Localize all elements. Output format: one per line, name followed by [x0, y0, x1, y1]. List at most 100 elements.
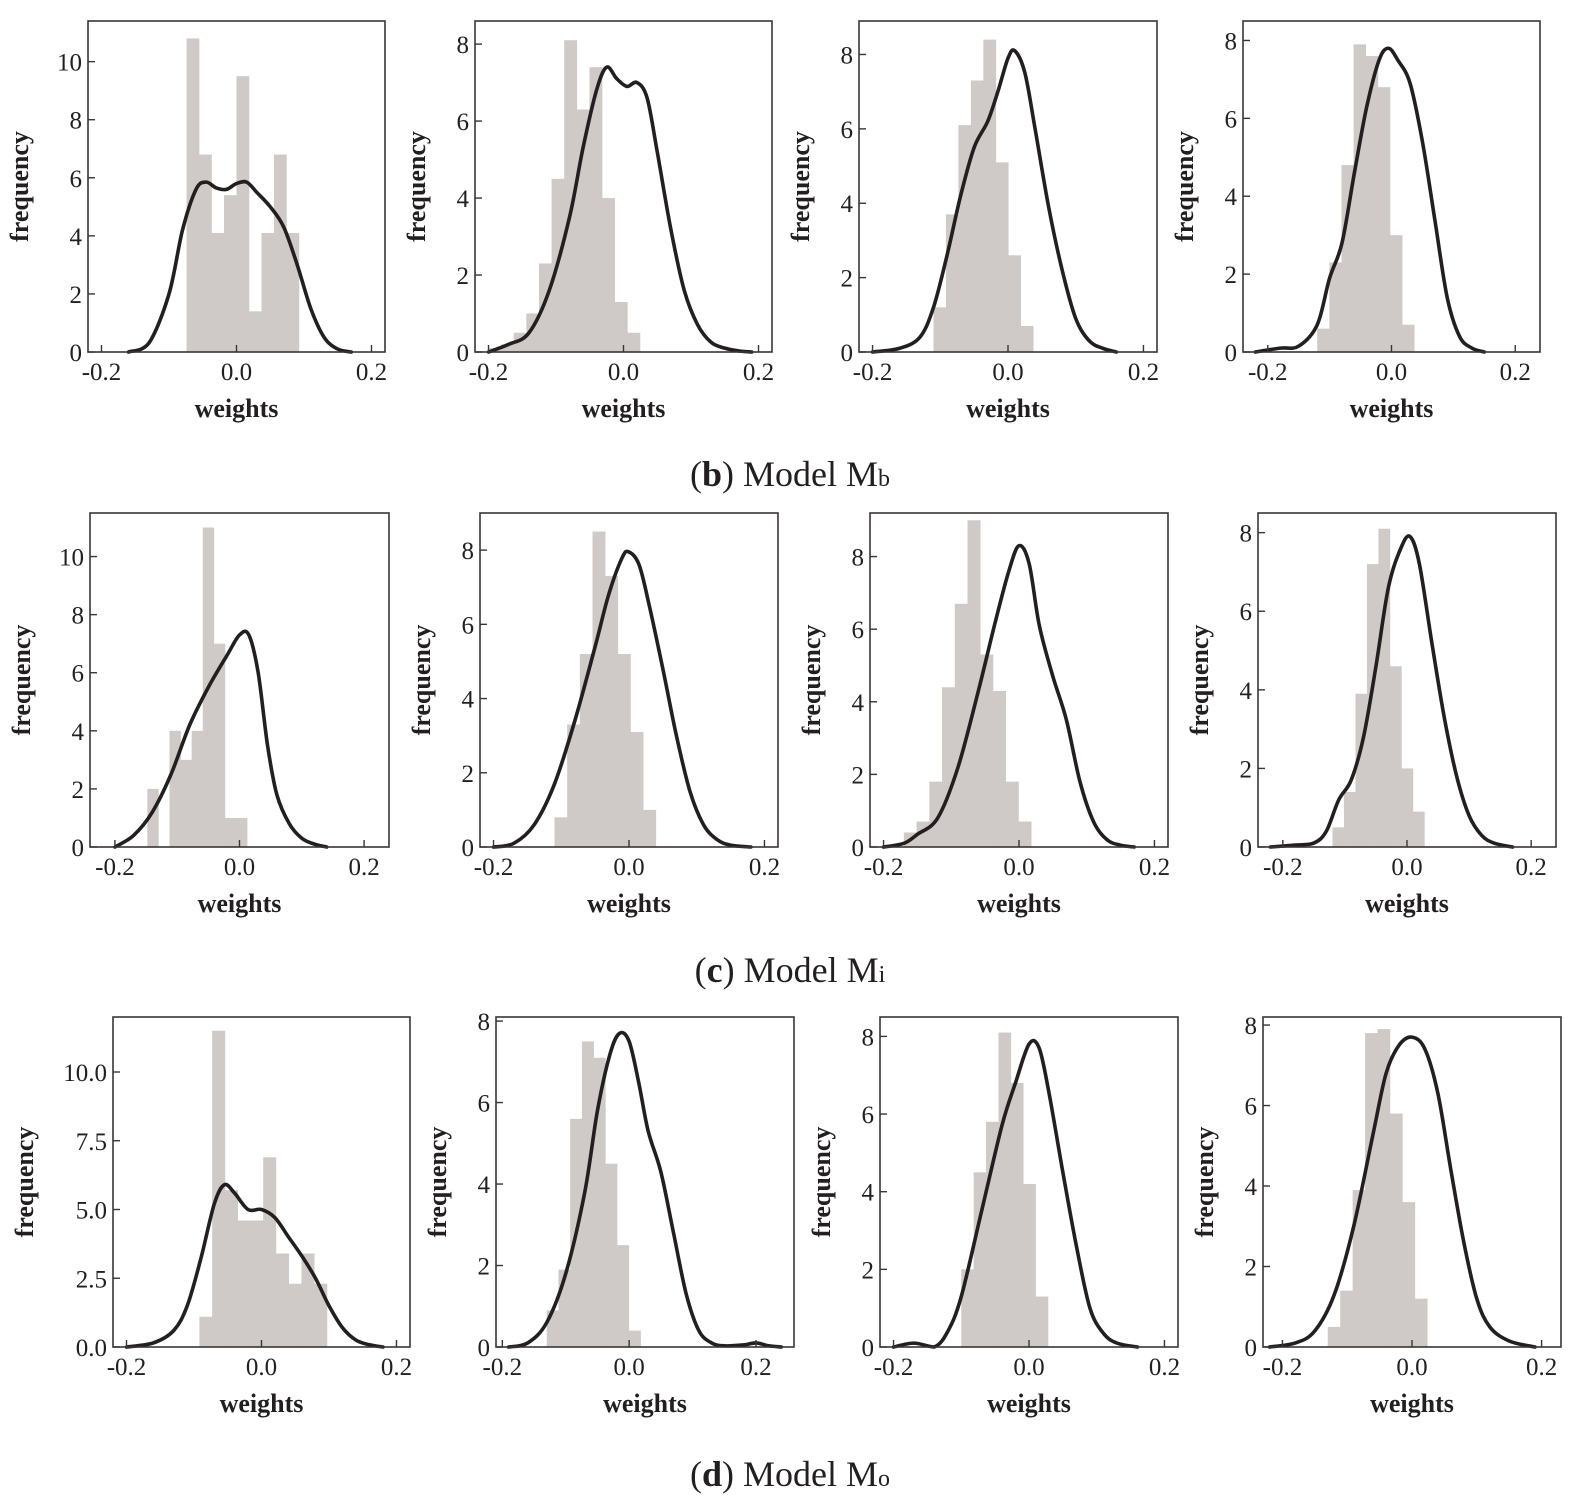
x-axis-label: weights [582, 394, 666, 423]
histogram-bar [1353, 44, 1367, 353]
caption-close: ) [722, 950, 735, 990]
x-tick-label: -0.2 [874, 1354, 914, 1381]
y-tick-label: 2.5 [76, 1266, 107, 1293]
kde-curve [124, 1182, 385, 1349]
x-tick-label: -0.2 [853, 359, 893, 386]
caption-open: ( [689, 1454, 702, 1494]
caption-subscript: b [878, 466, 891, 492]
x-tick-label: 0.0 [246, 1354, 277, 1381]
histogram-bar [980, 654, 994, 847]
y-tick-label: 2 [1225, 262, 1238, 289]
y-tick-label: 6 [1225, 106, 1238, 133]
kde-curve [1267, 1035, 1537, 1349]
x-tick-label: 0.2 [1149, 1354, 1180, 1381]
x-tick-label: 0.2 [1128, 359, 1159, 386]
y-tick-label: 4 [72, 719, 85, 746]
y-axis-label: frequency [786, 131, 815, 242]
histogram-bar [224, 195, 237, 352]
x-tick-label: 0.0 [613, 854, 644, 881]
x-tick-label: -0.2 [469, 359, 509, 386]
x-axis-label: weights [1370, 1389, 1454, 1418]
x-tick-label: -0.2 [1263, 1354, 1303, 1381]
histogram-bar [1317, 328, 1330, 352]
panel-r1-c2: -0.2 0.0 0.2 0 2 4 6 8 weights frequency [797, 512, 1170, 918]
histogram-bar [954, 603, 968, 847]
panel-r0-c0: -0.2 0.0 0.2 0 2 4 6 8 10 weights frequency [5, 20, 387, 423]
histogram-bar [236, 76, 250, 353]
caption-text: Model M [734, 454, 879, 494]
y-tick-label: 2 [1240, 756, 1253, 783]
plot-frame [495, 1016, 795, 1348]
x-tick-label: 0.0 [1376, 359, 1407, 386]
x-axis-label: weights [587, 889, 671, 918]
kde-curve [113, 629, 329, 849]
kde-curve [1253, 46, 1487, 354]
x-tick-label: -0.2 [483, 1354, 523, 1381]
y-tick-label: 2 [478, 1254, 491, 1281]
histogram-bar [933, 307, 947, 352]
panel-r2-c1: -0.2 0.0 0.2 0 2 4 6 8 weights frequency [423, 1009, 795, 1418]
x-axis-label: weights [1365, 889, 1449, 918]
y-tick-label: 6 [70, 166, 83, 193]
histogram-bar [605, 576, 619, 847]
y-axis-label: frequency [7, 625, 36, 736]
y-tick-label: 6 [1240, 599, 1253, 626]
y-tick-label: 10 [59, 545, 84, 572]
y-tick-label: 10.0 [63, 1060, 107, 1087]
x-axis-label: weights [603, 1389, 687, 1418]
x-tick-label: 0.2 [1500, 359, 1531, 386]
panel-r0-c2: -0.2 0.0 0.2 0 2 4 6 8 weights frequency [786, 20, 1159, 423]
y-axis-label: frequency [1185, 625, 1214, 736]
x-tick-label: 0.0 [1396, 1354, 1427, 1381]
histogram-bar [617, 654, 631, 847]
histogram-bar [1008, 255, 1022, 352]
caption-model-mb: (b) Model Mb [0, 454, 1580, 499]
y-tick-label: 8 [862, 1024, 875, 1051]
histogram-bar [929, 781, 943, 847]
histogram-bar [961, 1269, 974, 1347]
histogram-bar [970, 80, 984, 352]
y-tick-label: 0 [862, 1335, 875, 1362]
histogram-bar [1329, 262, 1342, 352]
histogram-bar [1023, 1183, 1036, 1347]
histogram-bar [1402, 1202, 1416, 1347]
histogram-bar [1010, 1083, 1024, 1347]
y-axis-label: frequency [797, 625, 826, 736]
histogram-bar [643, 809, 657, 847]
histogram-bar [581, 1041, 594, 1347]
histogram-bar [501, 344, 515, 352]
kde-curve [506, 1030, 784, 1349]
histogram-bar [1402, 324, 1415, 352]
y-tick-label: 2 [841, 266, 854, 293]
y-tick-label: 2 [862, 1257, 875, 1284]
caption-subscript: i [878, 962, 886, 988]
y-axis-label: frequency [423, 1127, 452, 1238]
caption-close: ) [722, 1454, 735, 1494]
y-tick-label: 8 [841, 42, 854, 69]
histogram-bar [224, 1190, 238, 1347]
panel-r2-c0: -0.2 0.0 0.20.02.55.07.510.0weightsfrequen… [10, 1016, 412, 1418]
y-tick-label: 8 [457, 32, 470, 59]
histogram-bar [630, 731, 644, 847]
x-tick-label: -0.2 [1248, 359, 1288, 386]
y-tick-label: 10 [57, 50, 82, 77]
kde-curve [881, 543, 1136, 849]
histogram-bar [1390, 235, 1403, 352]
y-axis-label: frequency [1170, 131, 1199, 242]
histogram-bar [237, 1220, 251, 1347]
histogram-bar [1378, 528, 1391, 847]
caption-letter: b [701, 454, 723, 494]
caption-text: Model M [734, 1454, 879, 1494]
y-axis-label: frequency [1190, 1127, 1219, 1238]
histogram-bar [199, 1316, 213, 1347]
panel-r1-c3: -0.2 0.0 0.2 0 2 4 6 8 weights frequency [1185, 512, 1557, 918]
kde-curve [1268, 534, 1515, 849]
y-tick-label: 0 [1245, 1335, 1258, 1362]
x-tick-label: 0.0 [224, 854, 255, 881]
histogram-bar [1377, 1029, 1391, 1347]
histogram-bar [301, 1253, 315, 1347]
x-axis-label: weights [966, 394, 1050, 423]
kde-curve [491, 549, 753, 849]
histogram-bar [236, 817, 248, 847]
